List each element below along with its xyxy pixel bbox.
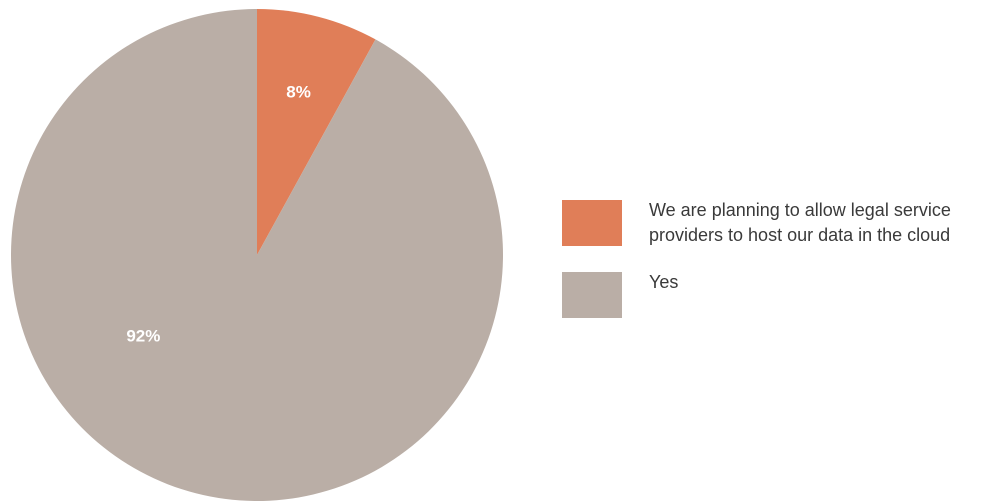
legend-item-yes: Yes: [562, 272, 1002, 318]
legend: We are planning to allow legal service p…: [562, 200, 1002, 342]
pie-slice-planning: [257, 9, 376, 255]
legend-swatch-planning: [562, 200, 622, 246]
pie-label-yes: 92%: [126, 327, 160, 346]
legend-label-yes: Yes: [649, 272, 679, 292]
pie-label-planning: 8%: [286, 82, 311, 101]
legend-label-planning: We are planning to allow legal service p…: [649, 200, 951, 245]
legend-swatch-yes: [562, 272, 622, 318]
legend-item-planning: We are planning to allow legal service p…: [562, 200, 1002, 248]
pie-slice-yes: [10, 9, 503, 501]
